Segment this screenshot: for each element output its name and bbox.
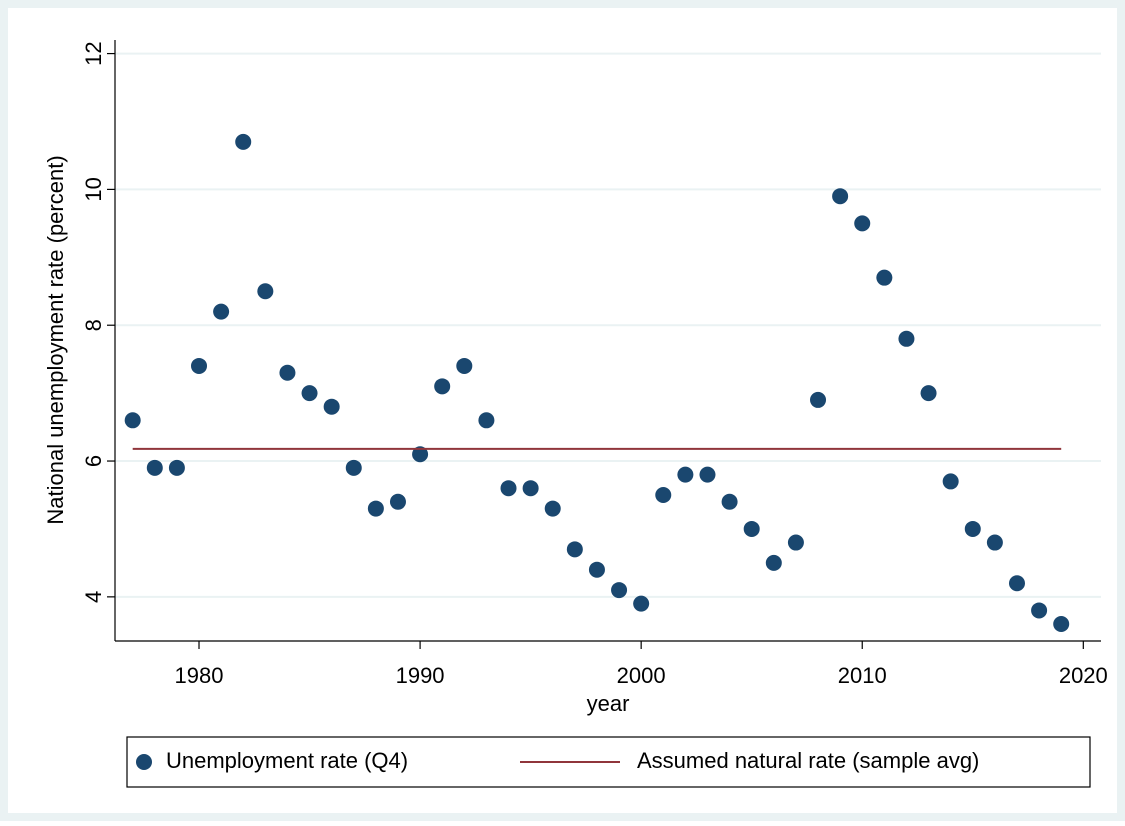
scatter-point — [1008, 575, 1025, 592]
scatter-point — [986, 534, 1003, 551]
scatter-point — [743, 520, 760, 537]
scatter-point — [389, 493, 406, 510]
y-tick-label: 4 — [81, 591, 106, 603]
scatter-point — [810, 391, 827, 408]
scatter-point — [124, 412, 141, 429]
scatter-point — [146, 459, 163, 476]
plot-background — [8, 8, 1117, 813]
scatter-point — [721, 493, 738, 510]
scatter-point — [633, 595, 650, 612]
scatter-point — [898, 330, 915, 347]
x-tick-label: 1980 — [175, 663, 224, 688]
scatter-point — [765, 554, 782, 571]
y-tick-label: 6 — [81, 455, 106, 467]
scatter-point — [787, 534, 804, 551]
scatter-point — [655, 486, 672, 503]
scatter-point — [456, 357, 473, 374]
x-tick-label: 2020 — [1059, 663, 1108, 688]
legend-marker — [136, 754, 152, 770]
scatter-point — [412, 446, 429, 463]
scatter-point — [434, 378, 451, 395]
scatter-point — [854, 215, 871, 232]
y-tick-label: 10 — [81, 177, 106, 201]
scatter-point — [942, 473, 959, 490]
scatter-point — [345, 459, 362, 476]
scatter-point — [699, 466, 716, 483]
legend-label: Assumed natural rate (sample avg) — [637, 748, 979, 773]
legend-label: Unemployment rate (Q4) — [166, 748, 408, 773]
scatter-point — [301, 385, 318, 402]
y-tick-label: 12 — [81, 41, 106, 65]
y-axis-title: National unemployment rate (percent) — [43, 155, 68, 524]
x-tick-label: 2000 — [617, 663, 666, 688]
scatter-point — [677, 466, 694, 483]
scatter-point — [832, 188, 849, 205]
scatter-point — [544, 500, 561, 517]
scatter-point — [235, 133, 252, 150]
scatter-point — [566, 541, 583, 558]
scatter-point — [168, 459, 185, 476]
scatter-point — [191, 357, 208, 374]
scatter-point — [588, 561, 605, 578]
scatter-point — [1053, 616, 1070, 633]
scatter-point — [611, 582, 628, 599]
scatter-point — [522, 480, 539, 497]
scatter-point — [213, 303, 230, 320]
legend-box — [126, 736, 1091, 788]
x-tick-label: 2010 — [838, 663, 887, 688]
scatter-point — [257, 283, 274, 300]
scatter-point — [964, 520, 981, 537]
scatter-point — [478, 412, 495, 429]
x-axis-title: year — [587, 691, 630, 716]
scatter-point — [876, 269, 893, 286]
scatter-point — [500, 480, 517, 497]
scatter-point — [920, 385, 937, 402]
x-tick-label: 1990 — [396, 663, 445, 688]
scatter-point — [323, 398, 340, 415]
scatter-point — [1031, 602, 1048, 619]
scatter-point — [367, 500, 384, 517]
y-tick-label: 8 — [81, 319, 106, 331]
scatter-point — [279, 364, 296, 381]
